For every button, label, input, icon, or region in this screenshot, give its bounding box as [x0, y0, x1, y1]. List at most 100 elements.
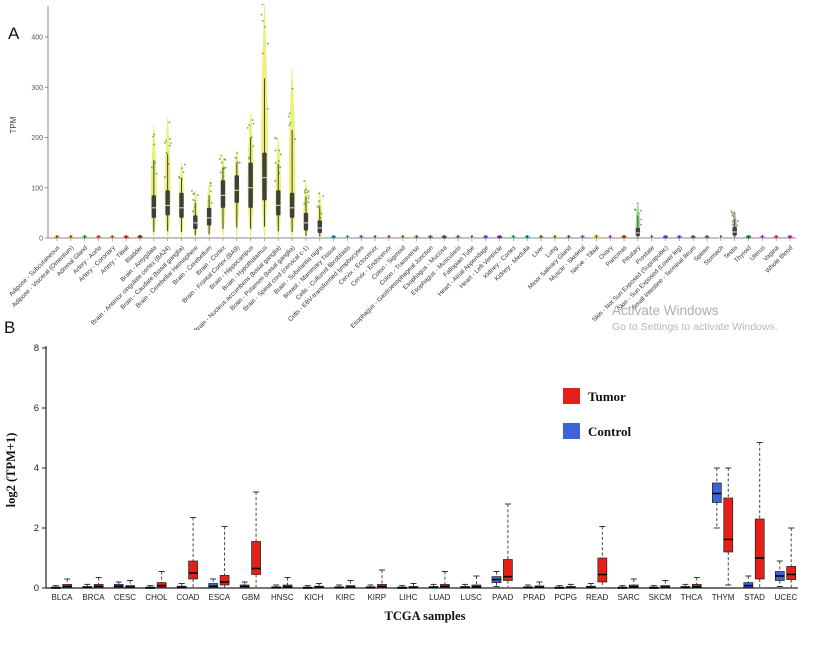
- a-outlier-dot: [209, 190, 212, 193]
- a-outlier-dot: [318, 192, 321, 195]
- a-outlier-dot: [291, 152, 293, 155]
- a-iqr-box: [554, 235, 556, 238]
- a-iqr-box: [732, 226, 737, 236]
- a-iqr-box: [761, 235, 764, 238]
- a-iqr-box: [567, 235, 570, 238]
- a-outlier-dot: [279, 166, 282, 169]
- a-outlier-dot: [637, 212, 640, 215]
- a-outlier-dot: [207, 199, 210, 202]
- a-outlier-dot: [303, 189, 306, 192]
- a-outlier-dot: [154, 161, 157, 164]
- a-outlier-dot: [194, 200, 197, 202]
- a-outlier-dot: [194, 206, 196, 209]
- a-outlier-dot: [303, 180, 306, 183]
- b-category-label: THCA: [681, 593, 703, 602]
- a-iqr-box: [70, 235, 72, 238]
- a-outlier-dot: [288, 112, 291, 115]
- legend-label-control: Control: [588, 424, 631, 439]
- a-outlier-dot: [236, 161, 239, 164]
- a-iqr-box: [471, 235, 473, 238]
- b-y-tick-label: 4: [34, 463, 39, 474]
- a-iqr-box: [664, 235, 667, 238]
- a-iqr-box: [415, 235, 418, 238]
- a-outlier-dot: [730, 210, 733, 212]
- a-iqr-box: [276, 190, 281, 216]
- a-outlier-dot: [294, 138, 297, 140]
- a-outlier-dot: [155, 172, 158, 175]
- a-iqr-box: [56, 235, 58, 238]
- a-iqr-box: [692, 235, 694, 238]
- a-iqr-box: [262, 152, 267, 201]
- a-outlier-dot: [234, 157, 237, 159]
- a-outlier-dot: [167, 163, 170, 165]
- a-outlier-dot: [263, 25, 266, 28]
- a-iqr-box: [706, 235, 708, 238]
- a-outlier-dot: [153, 133, 156, 136]
- a-iqr-box: [457, 235, 459, 238]
- a-outlier-dot: [266, 42, 269, 45]
- a-iqr-box: [540, 235, 542, 238]
- a-outlier-dot: [220, 161, 223, 164]
- a-outlier-dot: [636, 202, 639, 205]
- a-outlier-dot: [224, 166, 227, 169]
- a-outlier-dot: [277, 160, 280, 162]
- a-outlier-dot: [220, 154, 222, 157]
- a-y-tick-label: 300: [31, 85, 43, 92]
- a-iqr-box: [443, 235, 446, 238]
- a-outlier-dot: [248, 124, 251, 126]
- a-outlier-dot: [169, 138, 172, 140]
- legend-swatch-tumor: [563, 388, 580, 404]
- a-outlier-dot: [210, 202, 213, 204]
- a-outlier-dot: [163, 176, 166, 178]
- b-y-tick-label: 8: [34, 343, 39, 354]
- a-outlier-dot: [639, 209, 642, 212]
- tcga-tumor-control-boxplot: 0 2 4 6 8 log2 (TPM+1) TCGA samples BLCA BRCA CES…: [4, 343, 798, 623]
- b-y-tick-label: 0: [34, 583, 39, 594]
- panel-b-label: B: [4, 318, 16, 337]
- a-iqr-box: [151, 195, 157, 218]
- legend-label-tumor: Tumor: [588, 389, 626, 404]
- a-y-axis-title: TPM: [9, 116, 18, 133]
- b-box-tumor: [503, 559, 513, 581]
- watermark-line1: Activate Windows: [612, 303, 719, 318]
- a-outlier-dot: [196, 194, 199, 197]
- a-outlier-dot: [223, 158, 226, 161]
- a-outlier-dot: [732, 223, 734, 226]
- a-iqr-box: [139, 235, 141, 238]
- a-outlier-dot: [252, 122, 255, 125]
- a-outlier-dot: [320, 212, 323, 215]
- a-iqr-box: [234, 175, 239, 203]
- a-outlier-dot: [273, 136, 276, 139]
- b-box-tumor: [786, 566, 797, 580]
- b-category-label: BRCA: [82, 593, 105, 602]
- a-iqr-box: [111, 235, 114, 238]
- b-box-control: [208, 583, 219, 588]
- a-outlier-dot: [191, 210, 194, 213]
- a-outlier-dot: [247, 156, 250, 159]
- b-box-tumor: [251, 541, 261, 575]
- a-outlier-dot: [209, 184, 212, 187]
- b-box-tumor: [219, 575, 230, 586]
- a-iqr-box: [248, 162, 253, 208]
- a-tissue-label: Liver: [531, 244, 546, 259]
- a-y-tick-label: 0: [39, 236, 43, 243]
- a-outlier-dot: [235, 166, 238, 168]
- a-outlier-dot: [730, 211, 733, 214]
- b-category-label: HNSC: [271, 593, 294, 602]
- a-outlier-dot: [732, 212, 735, 215]
- a-iqr-box: [165, 190, 170, 216]
- b-y-axis-title: log2 (TPM+1): [4, 433, 18, 508]
- a-iqr-box: [317, 220, 322, 233]
- a-outlier-dot: [182, 171, 185, 173]
- a-iqr-box: [775, 235, 777, 238]
- b-category-label: CESC: [114, 593, 136, 602]
- a-outlier-dot: [165, 151, 168, 154]
- a-iqr-box: [609, 235, 612, 238]
- a-outlier-dot: [181, 167, 183, 170]
- b-category-label: UCEC: [775, 593, 798, 602]
- a-outlier-dot: [192, 198, 195, 201]
- a-outlier-dot: [223, 167, 226, 170]
- b-category-label: GBM: [242, 593, 261, 602]
- b-category-label: PAAD: [492, 593, 513, 602]
